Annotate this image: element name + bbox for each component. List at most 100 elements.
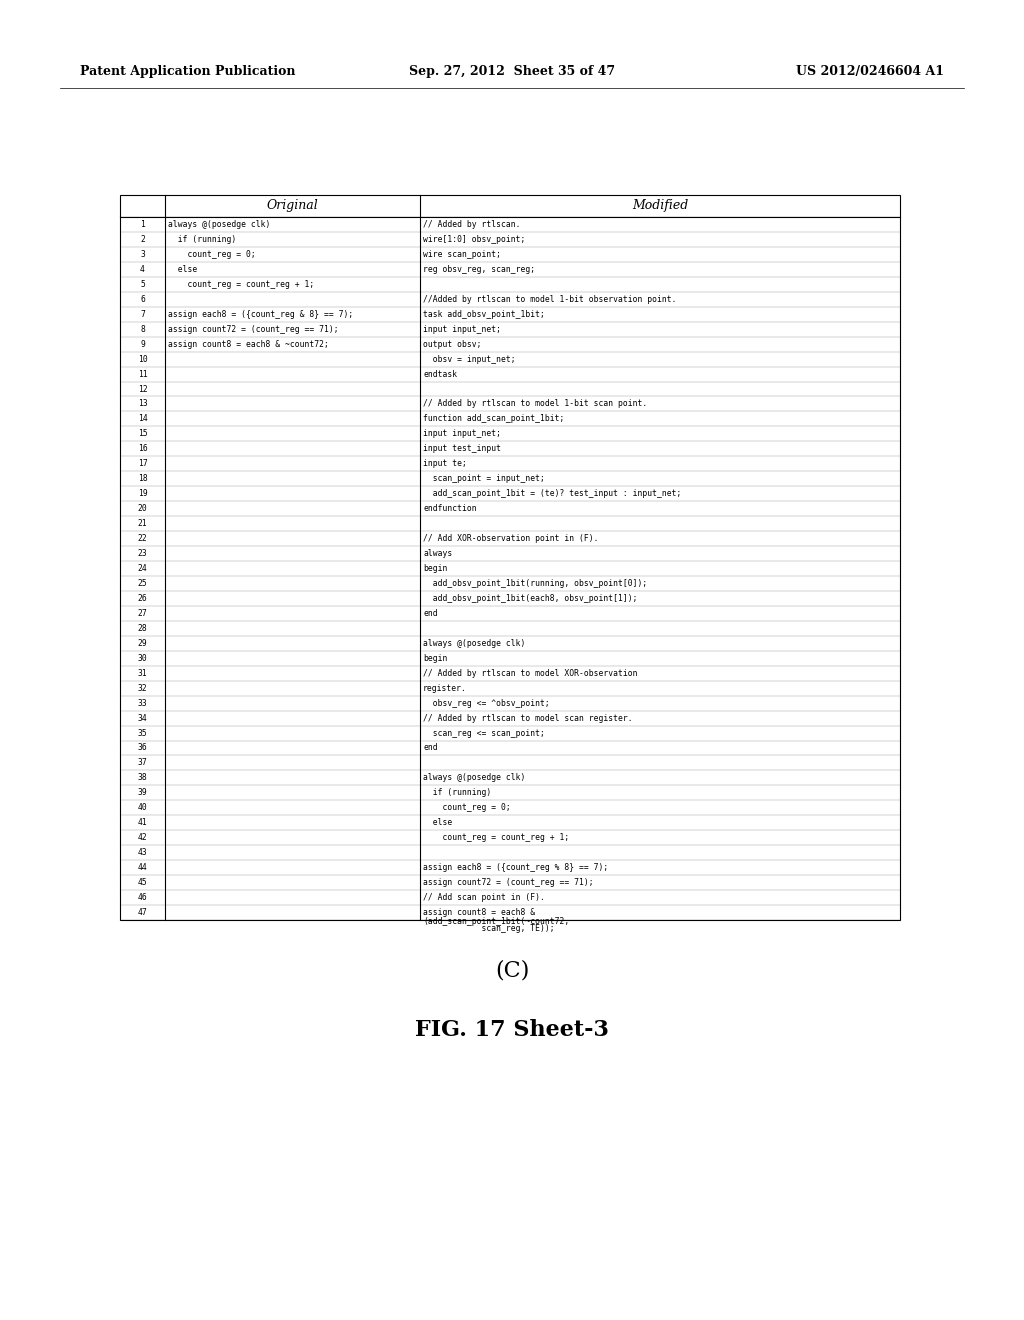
Text: (add_scan_point_1bit(~count72,: (add_scan_point_1bit(~count72, <box>423 917 569 927</box>
Text: 11: 11 <box>137 370 147 379</box>
Text: else: else <box>423 818 453 828</box>
Text: begin: begin <box>423 653 447 663</box>
Text: 10: 10 <box>137 355 147 363</box>
Text: wire scan_point;: wire scan_point; <box>423 249 501 259</box>
Text: // Add scan point in (F).: // Add scan point in (F). <box>423 894 545 902</box>
Text: 42: 42 <box>137 833 147 842</box>
Text: US 2012/0246604 A1: US 2012/0246604 A1 <box>796 66 944 78</box>
Text: obsv = input_net;: obsv = input_net; <box>423 355 516 363</box>
Text: 1: 1 <box>140 220 145 228</box>
Text: end: end <box>423 609 437 618</box>
Bar <box>120 195 900 920</box>
Text: 7: 7 <box>140 310 145 318</box>
Text: scan_point = input_net;: scan_point = input_net; <box>423 474 545 483</box>
Text: assign count8 = each8 & ~count72;: assign count8 = each8 & ~count72; <box>168 339 329 348</box>
Text: count_reg = count_reg + 1;: count_reg = count_reg + 1; <box>168 280 314 289</box>
Text: 28: 28 <box>137 624 147 632</box>
Text: // Added by rtlscan.: // Added by rtlscan. <box>423 220 520 228</box>
Text: // Added by rtlscan to model scan register.: // Added by rtlscan to model scan regist… <box>423 714 633 722</box>
Text: 13: 13 <box>137 400 147 408</box>
Text: 29: 29 <box>137 639 147 648</box>
Text: 2: 2 <box>140 235 145 244</box>
Text: //Added by rtlscan to model 1-bit observation point.: //Added by rtlscan to model 1-bit observ… <box>423 294 677 304</box>
Text: 39: 39 <box>137 788 147 797</box>
Text: scan_reg, TE));: scan_reg, TE)); <box>423 924 555 933</box>
Text: end: end <box>423 743 437 752</box>
Text: always: always <box>423 549 453 558</box>
Text: input te;: input te; <box>423 459 467 469</box>
Text: if (running): if (running) <box>423 788 492 797</box>
Text: always @(posedge clk): always @(posedge clk) <box>423 639 525 648</box>
Text: 34: 34 <box>137 714 147 722</box>
Text: 6: 6 <box>140 294 145 304</box>
Text: add_scan_point_1bit = (te)? test_input : input_net;: add_scan_point_1bit = (te)? test_input :… <box>423 490 681 498</box>
Text: 32: 32 <box>137 684 147 693</box>
Text: 16: 16 <box>137 445 147 453</box>
Text: assign count8 = each8 &: assign count8 = each8 & <box>423 908 536 917</box>
Text: count_reg = 0;: count_reg = 0; <box>423 804 511 812</box>
Text: count_reg = 0;: count_reg = 0; <box>168 249 256 259</box>
Text: assign count72 = (count_reg == 71);: assign count72 = (count_reg == 71); <box>423 878 594 887</box>
Text: input input_net;: input input_net; <box>423 429 501 438</box>
Text: // Add XOR-observation point in (F).: // Add XOR-observation point in (F). <box>423 535 598 543</box>
Text: output obsv;: output obsv; <box>423 339 481 348</box>
Text: 4: 4 <box>140 265 145 273</box>
Text: Original: Original <box>266 199 318 213</box>
Text: 46: 46 <box>137 894 147 902</box>
Text: 38: 38 <box>137 774 147 783</box>
Text: 14: 14 <box>137 414 147 424</box>
Text: 21: 21 <box>137 519 147 528</box>
Text: 5: 5 <box>140 280 145 289</box>
Text: 44: 44 <box>137 863 147 873</box>
Text: 20: 20 <box>137 504 147 513</box>
Text: always @(posedge clk): always @(posedge clk) <box>423 774 525 783</box>
Text: Modified: Modified <box>632 199 688 213</box>
Text: register.: register. <box>423 684 467 693</box>
Text: function add_scan_point_1bit;: function add_scan_point_1bit; <box>423 414 564 424</box>
Text: 35: 35 <box>137 729 147 738</box>
Text: // Added by rtlscan to model XOR-observation: // Added by rtlscan to model XOR-observa… <box>423 669 638 677</box>
Text: 43: 43 <box>137 849 147 857</box>
Text: count_reg = count_reg + 1;: count_reg = count_reg + 1; <box>423 833 569 842</box>
Text: input test_input: input test_input <box>423 445 501 453</box>
Text: assign count72 = (count_reg == 71);: assign count72 = (count_reg == 71); <box>168 325 339 334</box>
Text: 30: 30 <box>137 653 147 663</box>
Text: 9: 9 <box>140 339 145 348</box>
Text: input input_net;: input input_net; <box>423 325 501 334</box>
Text: 47: 47 <box>137 908 147 917</box>
Text: // Added by rtlscan to model 1-bit scan point.: // Added by rtlscan to model 1-bit scan … <box>423 400 647 408</box>
Text: endtask: endtask <box>423 370 457 379</box>
Text: (C): (C) <box>495 960 529 981</box>
Text: 24: 24 <box>137 564 147 573</box>
Text: begin: begin <box>423 564 447 573</box>
Text: reg obsv_reg, scan_reg;: reg obsv_reg, scan_reg; <box>423 265 536 273</box>
Text: 27: 27 <box>137 609 147 618</box>
Text: 23: 23 <box>137 549 147 558</box>
Text: 3: 3 <box>140 249 145 259</box>
Text: assign each8 = ({count_reg & 8} == 7);: assign each8 = ({count_reg & 8} == 7); <box>168 310 353 318</box>
Text: assign each8 = ({count_reg % 8} == 7);: assign each8 = ({count_reg % 8} == 7); <box>423 863 608 873</box>
Text: add_obsv_point_1bit(running, obsv_point[0]);: add_obsv_point_1bit(running, obsv_point[… <box>423 579 647 587</box>
Text: 40: 40 <box>137 804 147 812</box>
Text: scan_reg <= scan_point;: scan_reg <= scan_point; <box>423 729 545 738</box>
Text: 17: 17 <box>137 459 147 469</box>
Text: if (running): if (running) <box>168 235 237 244</box>
Text: 19: 19 <box>137 490 147 498</box>
Text: 18: 18 <box>137 474 147 483</box>
Text: 45: 45 <box>137 878 147 887</box>
Text: task add_obsv_point_1bit;: task add_obsv_point_1bit; <box>423 310 545 318</box>
Text: 33: 33 <box>137 698 147 708</box>
Text: 36: 36 <box>137 743 147 752</box>
Text: else: else <box>168 265 198 273</box>
Text: 41: 41 <box>137 818 147 828</box>
Text: obsv_reg <= ^obsv_point;: obsv_reg <= ^obsv_point; <box>423 698 550 708</box>
Text: 25: 25 <box>137 579 147 587</box>
Text: 26: 26 <box>137 594 147 603</box>
Text: 12: 12 <box>137 384 147 393</box>
Text: add_obsv_point_1bit(each8, obsv_point[1]);: add_obsv_point_1bit(each8, obsv_point[1]… <box>423 594 638 603</box>
Text: 22: 22 <box>137 535 147 543</box>
Text: 31: 31 <box>137 669 147 677</box>
Text: wire[1:0] obsv_point;: wire[1:0] obsv_point; <box>423 235 525 244</box>
Text: 15: 15 <box>137 429 147 438</box>
Text: always @(posedge clk): always @(posedge clk) <box>168 220 270 228</box>
